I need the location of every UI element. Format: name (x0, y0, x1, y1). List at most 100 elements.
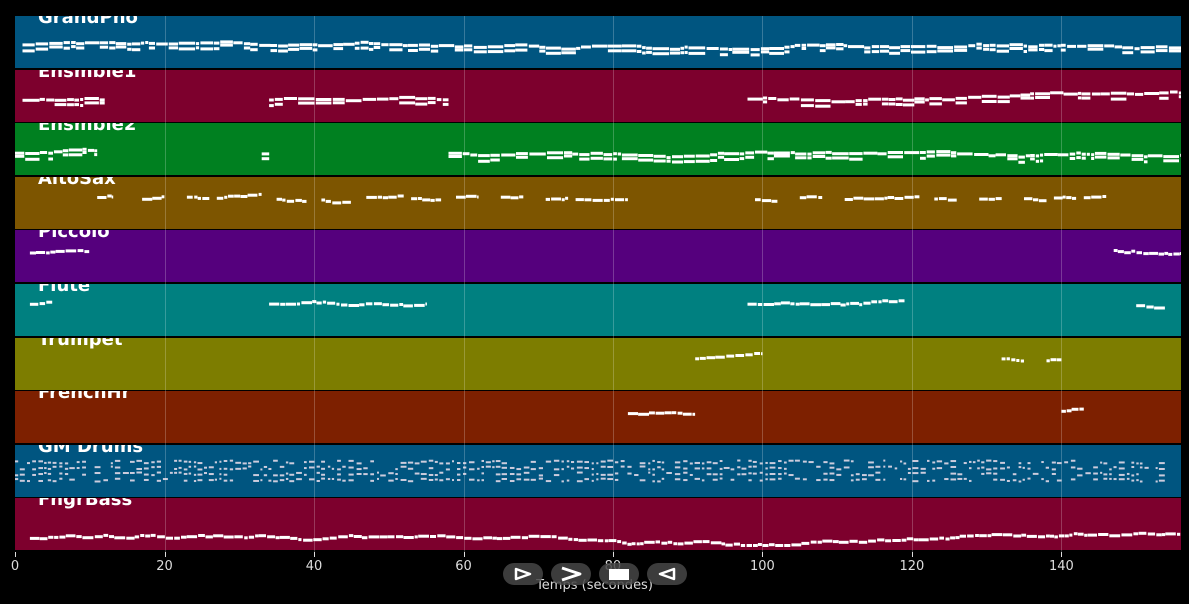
note (1126, 92, 1134, 96)
note (603, 198, 610, 202)
note (1147, 154, 1163, 158)
note (855, 473, 860, 476)
note (967, 534, 974, 538)
note (1066, 409, 1072, 413)
note (345, 99, 362, 103)
note (748, 472, 752, 475)
note (850, 301, 859, 305)
note (929, 97, 942, 101)
transport-controls (0, 563, 1189, 587)
note (853, 196, 864, 200)
note (1027, 467, 1031, 470)
note (951, 151, 957, 155)
note (568, 537, 573, 541)
note (243, 42, 251, 46)
note (174, 467, 178, 470)
note (821, 303, 830, 307)
note (1069, 533, 1073, 537)
note (510, 535, 521, 539)
note (622, 541, 627, 545)
note (836, 47, 844, 51)
note (538, 477, 543, 480)
note (752, 465, 757, 468)
note (646, 46, 652, 50)
note (855, 99, 862, 103)
note (600, 465, 606, 468)
note (1136, 462, 1139, 465)
note (44, 461, 47, 464)
note (509, 466, 515, 469)
note (516, 473, 522, 476)
note (829, 466, 835, 469)
note (657, 466, 661, 469)
note (1025, 154, 1030, 158)
note (812, 155, 826, 158)
note (981, 472, 985, 475)
forward-button[interactable] (551, 563, 591, 585)
note (1081, 92, 1091, 96)
note (114, 466, 121, 469)
note (224, 195, 228, 199)
note (369, 42, 374, 45)
note (1113, 478, 1117, 481)
note (250, 48, 258, 52)
note (694, 477, 700, 480)
note (1038, 199, 1047, 203)
note (1087, 44, 1104, 48)
note (1009, 43, 1023, 47)
note (1076, 156, 1081, 160)
note (684, 541, 693, 545)
note (509, 473, 515, 476)
note (900, 49, 911, 53)
note (576, 466, 583, 469)
note (285, 477, 289, 480)
note (353, 535, 362, 538)
note (566, 460, 570, 463)
note (911, 45, 926, 49)
x-tick (612, 552, 614, 557)
note (759, 479, 763, 482)
rewind-button[interactable] (647, 563, 687, 585)
note (370, 460, 374, 463)
note (1109, 473, 1112, 476)
note (501, 466, 507, 469)
note (987, 534, 992, 538)
note (1168, 252, 1173, 256)
note (927, 479, 930, 482)
note (993, 478, 998, 481)
note (682, 412, 692, 416)
note (591, 468, 594, 471)
note (174, 536, 180, 540)
note (784, 544, 791, 547)
note (710, 153, 718, 157)
note (969, 479, 972, 482)
note (1054, 535, 1058, 539)
stop-button[interactable] (599, 563, 639, 585)
note (1021, 533, 1027, 537)
note (1027, 462, 1031, 465)
note (178, 459, 182, 462)
note (652, 52, 670, 56)
note (248, 535, 255, 539)
note (420, 460, 427, 463)
note (470, 153, 478, 157)
note (427, 96, 436, 100)
note (377, 477, 379, 480)
note (694, 467, 700, 470)
note (295, 198, 302, 202)
note (174, 459, 178, 462)
note (1143, 252, 1149, 256)
play-button[interactable] (503, 563, 543, 585)
note (801, 43, 807, 47)
note (434, 474, 438, 477)
note (213, 47, 220, 51)
note (545, 197, 550, 201)
note (845, 100, 855, 104)
note (301, 301, 312, 305)
note (303, 538, 313, 542)
note (914, 195, 920, 199)
note (564, 151, 573, 155)
note (642, 51, 646, 55)
note (748, 459, 752, 462)
note (110, 462, 113, 465)
